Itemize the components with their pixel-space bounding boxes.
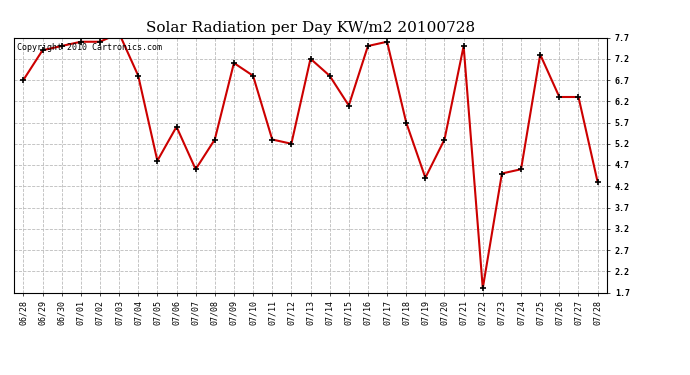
Text: Copyright 2010 Cartronics.com: Copyright 2010 Cartronics.com: [17, 43, 161, 52]
Title: Solar Radiation per Day KW/m2 20100728: Solar Radiation per Day KW/m2 20100728: [146, 21, 475, 35]
